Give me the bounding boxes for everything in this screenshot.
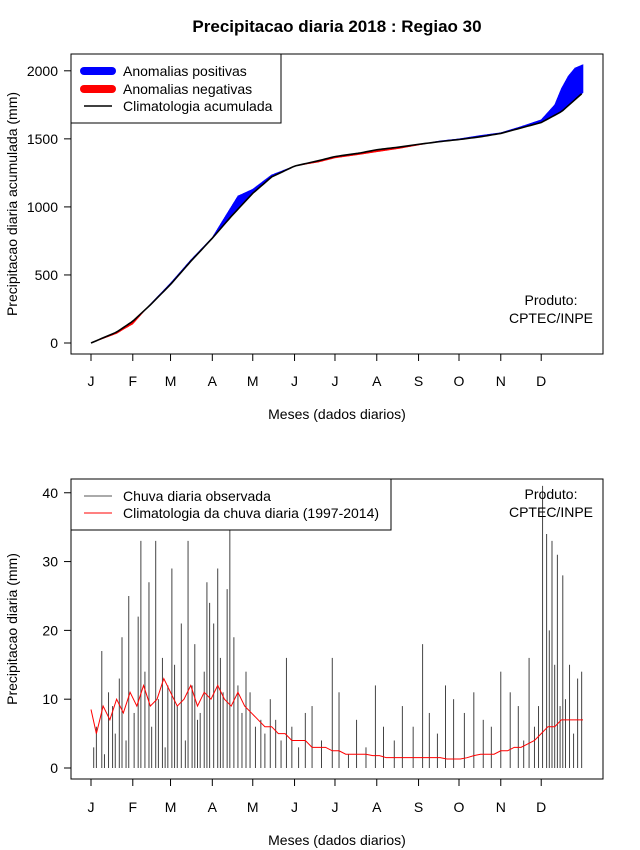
product-label: Produto:	[525, 292, 578, 308]
positive-anomaly-segment	[581, 64, 584, 95]
x-tick-label: M	[165, 373, 177, 389]
legend: Chuva diaria observada Climatologia da c…	[70, 478, 392, 531]
x-tick-label: A	[208, 373, 218, 389]
y-tick-label: 10	[42, 691, 58, 707]
x-axis-label: Meses (dados diarios)	[268, 406, 406, 422]
x-tick-label: J	[88, 373, 95, 389]
x-tick-label: A	[372, 799, 382, 815]
page-title: Precipitacao diaria 2018 : Regiao 30	[192, 17, 481, 36]
x-tick-label: J	[331, 799, 338, 815]
x-tick-label: F	[129, 373, 138, 389]
y-tick-label: 0	[50, 760, 58, 776]
x-tick-label: S	[414, 373, 423, 389]
y-tick-label: 1000	[27, 199, 58, 215]
x-tick-label: O	[454, 373, 465, 389]
x-tick-label: M	[247, 799, 259, 815]
x-tick-label: S	[414, 799, 423, 815]
y-tick-label: 500	[35, 267, 59, 283]
y-tick-label: 1500	[27, 131, 58, 147]
x-tick-label: J	[291, 799, 298, 815]
x-tick-label: J	[88, 799, 95, 815]
climatology-cumulative-line	[90, 93, 583, 344]
x-tick-label: J	[291, 373, 298, 389]
legend: Anomalias positivas Anomalias negativas …	[70, 53, 282, 124]
y-tick-label: 30	[42, 554, 58, 570]
x-tick-label: N	[496, 799, 506, 815]
chart-2-daily: 0 10 20 30 40 J F M A M J J A S O N D Precipitacao diar…	[4, 478, 604, 848]
legend-label-climatology: Climatologia acumulada	[123, 98, 273, 114]
plot-frame	[70, 53, 604, 355]
legend-label-observed: Chuva diaria observada	[123, 488, 271, 504]
x-tick-label: A	[372, 373, 382, 389]
legend-label-climatology: Climatologia da chuva diaria (1997-2014)	[123, 505, 379, 521]
x-axis-label: Meses (dados diarios)	[268, 832, 406, 848]
x-tick-label: J	[331, 373, 338, 389]
y-tick-label: 20	[42, 622, 58, 638]
x-tick-label: A	[208, 799, 218, 815]
x-tick-label: M	[247, 373, 259, 389]
y-axis-label: Precipitacao diaria (mm)	[4, 553, 20, 705]
product-label: Produto:	[525, 486, 578, 502]
x-tick-label: F	[129, 799, 138, 815]
legend-label-positive: Anomalias positivas	[123, 63, 247, 79]
x-tick-label: N	[496, 373, 506, 389]
product-source: CPTEC/INPE	[509, 310, 593, 326]
y-tick-label: 40	[42, 485, 58, 501]
chart-1-cumulative: 0 500 1000 1500 2000 J F M A M J J A S O N D Precipitac…	[4, 53, 604, 422]
x-tick-label: D	[536, 799, 546, 815]
product-source: CPTEC/INPE	[509, 504, 593, 520]
y-tick-label: 2000	[27, 63, 58, 79]
climatology-daily-line	[90, 677, 583, 760]
x-tick-label: M	[165, 799, 177, 815]
x-tick-label: D	[536, 373, 546, 389]
y-tick-label: 0	[50, 335, 58, 351]
legend-label-negative: Anomalias negativas	[123, 81, 252, 97]
legend-box	[70, 478, 392, 531]
x-tick-label: O	[454, 799, 465, 815]
y-axis-label: Precipitacao diaria acumulada (mm)	[4, 92, 20, 316]
